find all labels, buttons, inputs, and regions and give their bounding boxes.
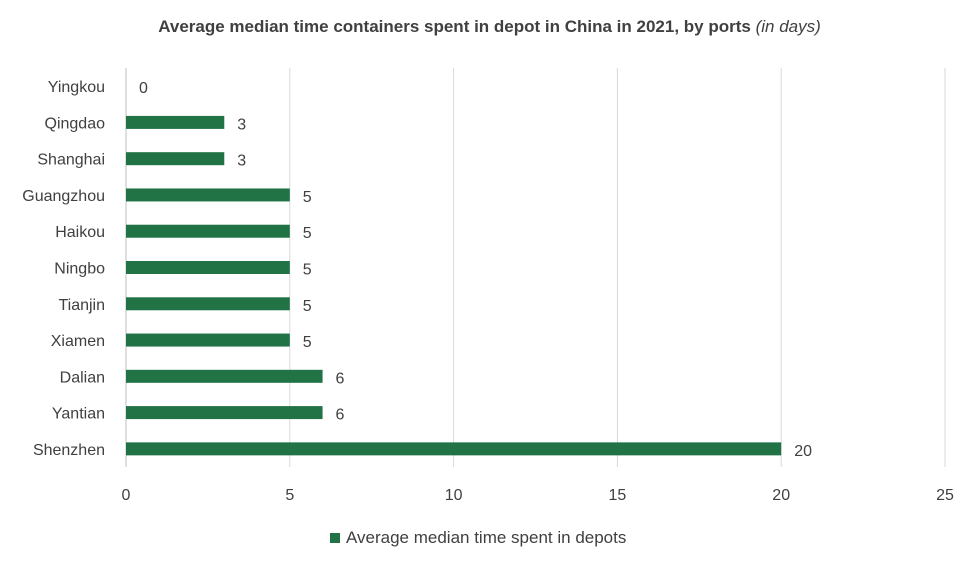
category-label: Ningbo [54, 261, 105, 278]
data-label: 3 [237, 116, 246, 133]
legend: Average median time spent in depots [330, 528, 626, 548]
category-label: Dalian [60, 369, 105, 386]
bar [126, 333, 290, 347]
data-label: 5 [303, 189, 312, 206]
category-label: Yantian [52, 406, 105, 423]
bar [126, 369, 323, 383]
data-label: 20 [794, 443, 812, 460]
bar [126, 224, 290, 238]
category-label: Tianjin [58, 297, 105, 314]
data-label: 0 [139, 80, 148, 97]
bar [126, 297, 290, 311]
bar [126, 152, 225, 166]
x-tick-label: 5 [285, 487, 294, 504]
x-tick-label: 10 [445, 487, 463, 504]
bar [126, 442, 782, 456]
legend-swatch [330, 533, 340, 543]
bar [126, 115, 225, 129]
category-label: Shanghai [37, 152, 105, 169]
data-label: 3 [237, 153, 246, 170]
chart-title: Average median time containers spent in … [0, 17, 979, 37]
data-label: 6 [336, 407, 345, 424]
x-tick-label: 20 [772, 487, 790, 504]
bar [126, 261, 290, 274]
x-tick-label: 25 [936, 487, 954, 504]
category-label: Shenzhen [33, 442, 105, 459]
x-tick-label: 0 [122, 487, 131, 504]
legend-label: Average median time spent in depots [346, 528, 627, 547]
data-label: 5 [303, 262, 312, 279]
x-tick-label: 15 [609, 487, 627, 504]
category-label: Guangzhou [22, 188, 105, 205]
category-label: Qingdao [45, 115, 106, 132]
category-label: Haikou [55, 224, 105, 241]
category-label: Yingkou [48, 79, 105, 96]
bar [126, 406, 323, 420]
data-label: 5 [303, 334, 312, 351]
data-label: 5 [303, 298, 312, 315]
bar [126, 188, 290, 202]
category-label: Xiamen [51, 333, 105, 350]
data-label: 6 [336, 370, 345, 387]
data-label: 5 [303, 225, 312, 242]
chart-title-unit: (in days) [755, 17, 821, 36]
chart-title-text: Average median time containers spent in … [158, 17, 751, 36]
